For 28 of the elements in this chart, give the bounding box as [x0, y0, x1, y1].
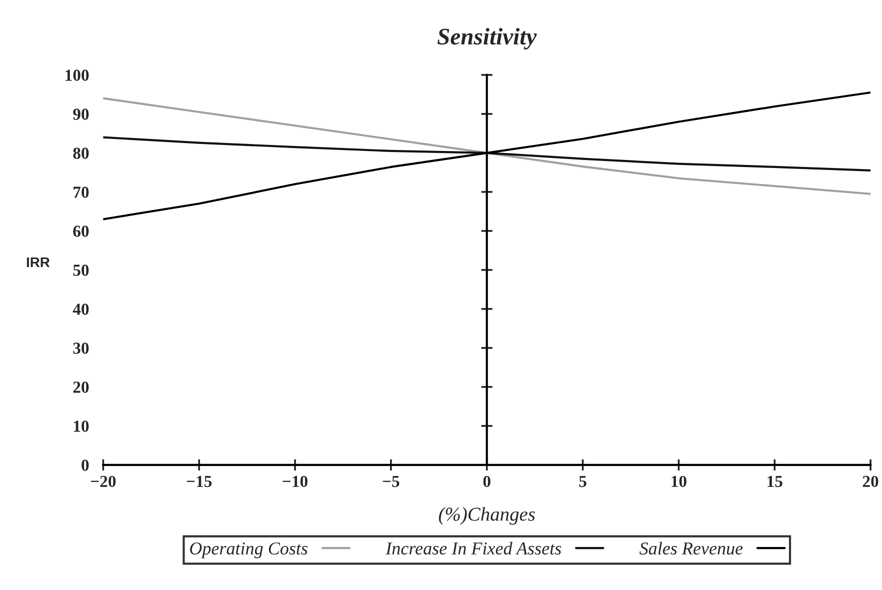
y-axis-title: IRR [26, 257, 50, 268]
y-tick-label: 70 [74, 186, 89, 198]
y-tick-label: 90 [73, 108, 89, 120]
y-tick-label: 60 [73, 226, 89, 237]
x-tick-label: 15 [768, 476, 782, 488]
legend-label: Increase In Fixed Assets [386, 542, 562, 555]
x-tick-label: 0 [483, 476, 490, 488]
y-tick-label: 30 [73, 342, 89, 354]
x-tick-label: −5 [382, 476, 400, 488]
legend-label: Sales Revenue [640, 542, 743, 555]
legend-label: Operating Costs [190, 542, 308, 558]
x-tick-label: 5 [579, 476, 586, 488]
y-tick-label: 0 [82, 460, 89, 471]
x-tick-label: −20 [90, 476, 116, 488]
y-tick-label: 50 [73, 264, 89, 276]
x-tick-label: −15 [186, 476, 212, 488]
line-series [103, 136, 871, 172]
x-tick-label: 20 [862, 476, 878, 488]
x-tick-label: 10 [672, 476, 686, 488]
line-series [103, 97, 871, 195]
x-axis-title: (%)Changes [438, 507, 535, 525]
y-tick-label: 80 [73, 148, 89, 159]
chart-title: Sensitivity [437, 28, 537, 50]
y-tick-label: 100 [66, 70, 89, 81]
y-tick-label: 20 [73, 382, 89, 393]
y-tick-label: 10 [74, 420, 89, 432]
x-tick-label: −10 [282, 476, 308, 488]
y-tick-label: 40 [72, 304, 89, 315]
